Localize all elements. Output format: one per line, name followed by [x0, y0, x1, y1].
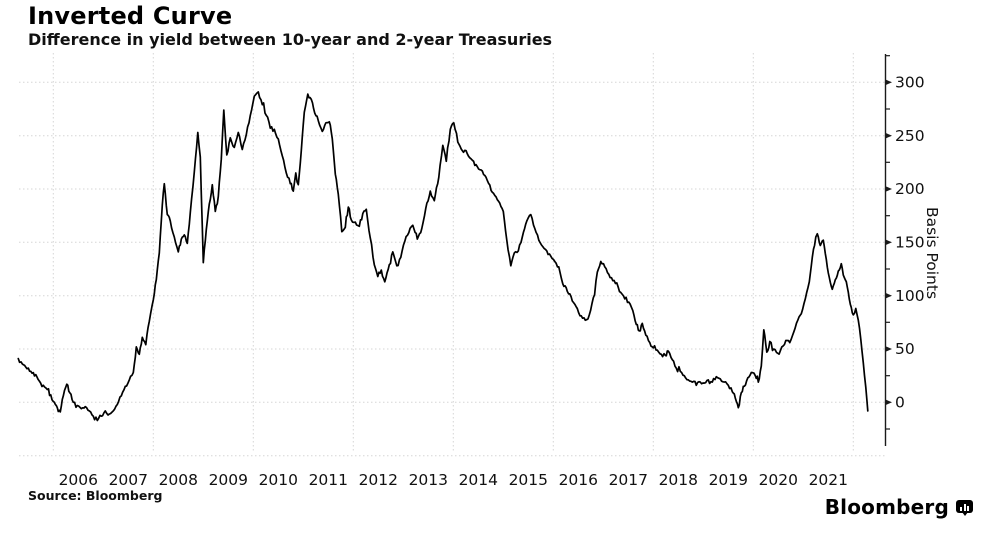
brand-footer: Bloomberg: [825, 495, 973, 519]
icon-bar: [960, 506, 962, 511]
x-tick-label: 2013: [409, 471, 448, 489]
y-tick-label: 0: [895, 394, 905, 412]
source-note: Source: Bloomberg: [28, 488, 163, 503]
x-tick-label: 2016: [559, 471, 598, 489]
y-tick-label: 300: [895, 74, 925, 92]
bloomberg-terminal-icon: [956, 499, 973, 516]
icon-tail: [962, 511, 968, 516]
x-tick-label: 2008: [159, 471, 198, 489]
y-major-tick: [885, 79, 892, 86]
icon-bar: [963, 503, 966, 511]
y-major-tick: [885, 399, 892, 406]
y-major-tick: [885, 132, 892, 139]
icon-bar: [967, 505, 969, 511]
spread-line-series: [17, 91, 869, 422]
x-tick-label: 2018: [659, 471, 698, 489]
y-tick-label: 50: [895, 340, 915, 358]
gridlines: [19, 53, 886, 457]
y-tick-label: 100: [895, 287, 925, 305]
x-tick-label: 2010: [259, 471, 298, 489]
x-axis-tick-labels: 2006 2007 2008 2009 2010 2011 2012 2013 2014 2015…: [59, 471, 848, 489]
page-title: Inverted Curve: [28, 2, 233, 30]
chart-subtitle: Difference in yield between 10-year and …: [28, 30, 553, 49]
y-major-tick: [885, 186, 892, 192]
x-tick-label: 2017: [609, 471, 648, 489]
y-axis-tick-labels: 0 50 100 150 200 250 300: [895, 74, 925, 412]
y-major-tick: [885, 292, 892, 299]
x-tick-label: 2009: [209, 471, 248, 489]
x-tick-label: 2014: [459, 471, 498, 489]
x-tick-label: 2011: [309, 471, 348, 489]
x-tick-label: 2019: [709, 471, 748, 489]
y-axis-title: Basis Points: [923, 207, 941, 299]
x-tick-label: 2007: [109, 471, 148, 489]
y-tick-label: 250: [895, 127, 925, 145]
bloomberg-wordmark: Bloomberg: [824, 495, 949, 519]
x-tick-label: 2020: [759, 471, 798, 489]
y-major-tick: [885, 346, 892, 352]
x-tick-label: 2021: [809, 471, 848, 489]
y-tick-label: 200: [895, 180, 925, 198]
y-major-tick: [885, 239, 892, 246]
x-tick-label: 2006: [59, 471, 98, 489]
x-tick-label: 2015: [509, 471, 548, 489]
y-axis: [884, 54, 892, 446]
y-tick-label: 150: [895, 234, 925, 252]
x-tick-label: 2012: [359, 471, 398, 489]
